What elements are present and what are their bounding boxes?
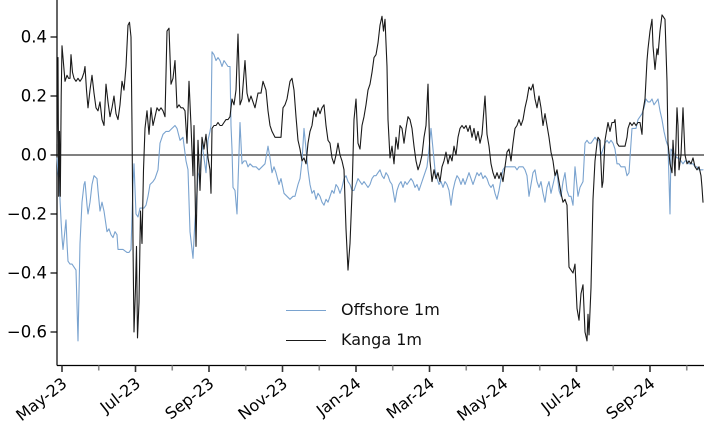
kanga-line-swatch [286,339,326,341]
x-tick-label: Jul-23 [96,374,144,418]
y-tick-label: −0.6 [7,323,47,342]
y-tick-label: 0.2 [21,87,47,106]
offshore-line-swatch [286,309,326,311]
x-tick-label: Nov-23 [234,374,291,424]
series-line-kanga-1m [56,14,704,342]
x-tick-label: May-24 [453,374,511,425]
y-tick-label: −0.2 [7,205,47,224]
x-tick-label: Sep-24 [602,374,658,424]
x-tick-label: Mar-24 [383,374,438,423]
y-tick-label: −0.4 [7,264,47,283]
legend-item-offshore: Offshore 1m [286,295,440,325]
legend-label-offshore: Offshore 1m [341,300,440,319]
chart-legend: Offshore 1m Kanga 1m [286,295,440,355]
legend-label-kanga: Kanga 1m [341,330,422,349]
series-layer [56,14,704,342]
series-line-offshore-1m [56,51,704,342]
x-tick-label: Jan-24 [312,374,365,421]
legend-item-kanga: Kanga 1m [286,325,440,355]
x-tick-label: Sep-23 [161,374,217,424]
y-tick-label: 0.4 [21,28,47,47]
x-tick-label: Jul-24 [537,374,585,418]
x-tick-label: May-23 [12,374,70,425]
y-tick-label: 0.0 [21,146,47,165]
